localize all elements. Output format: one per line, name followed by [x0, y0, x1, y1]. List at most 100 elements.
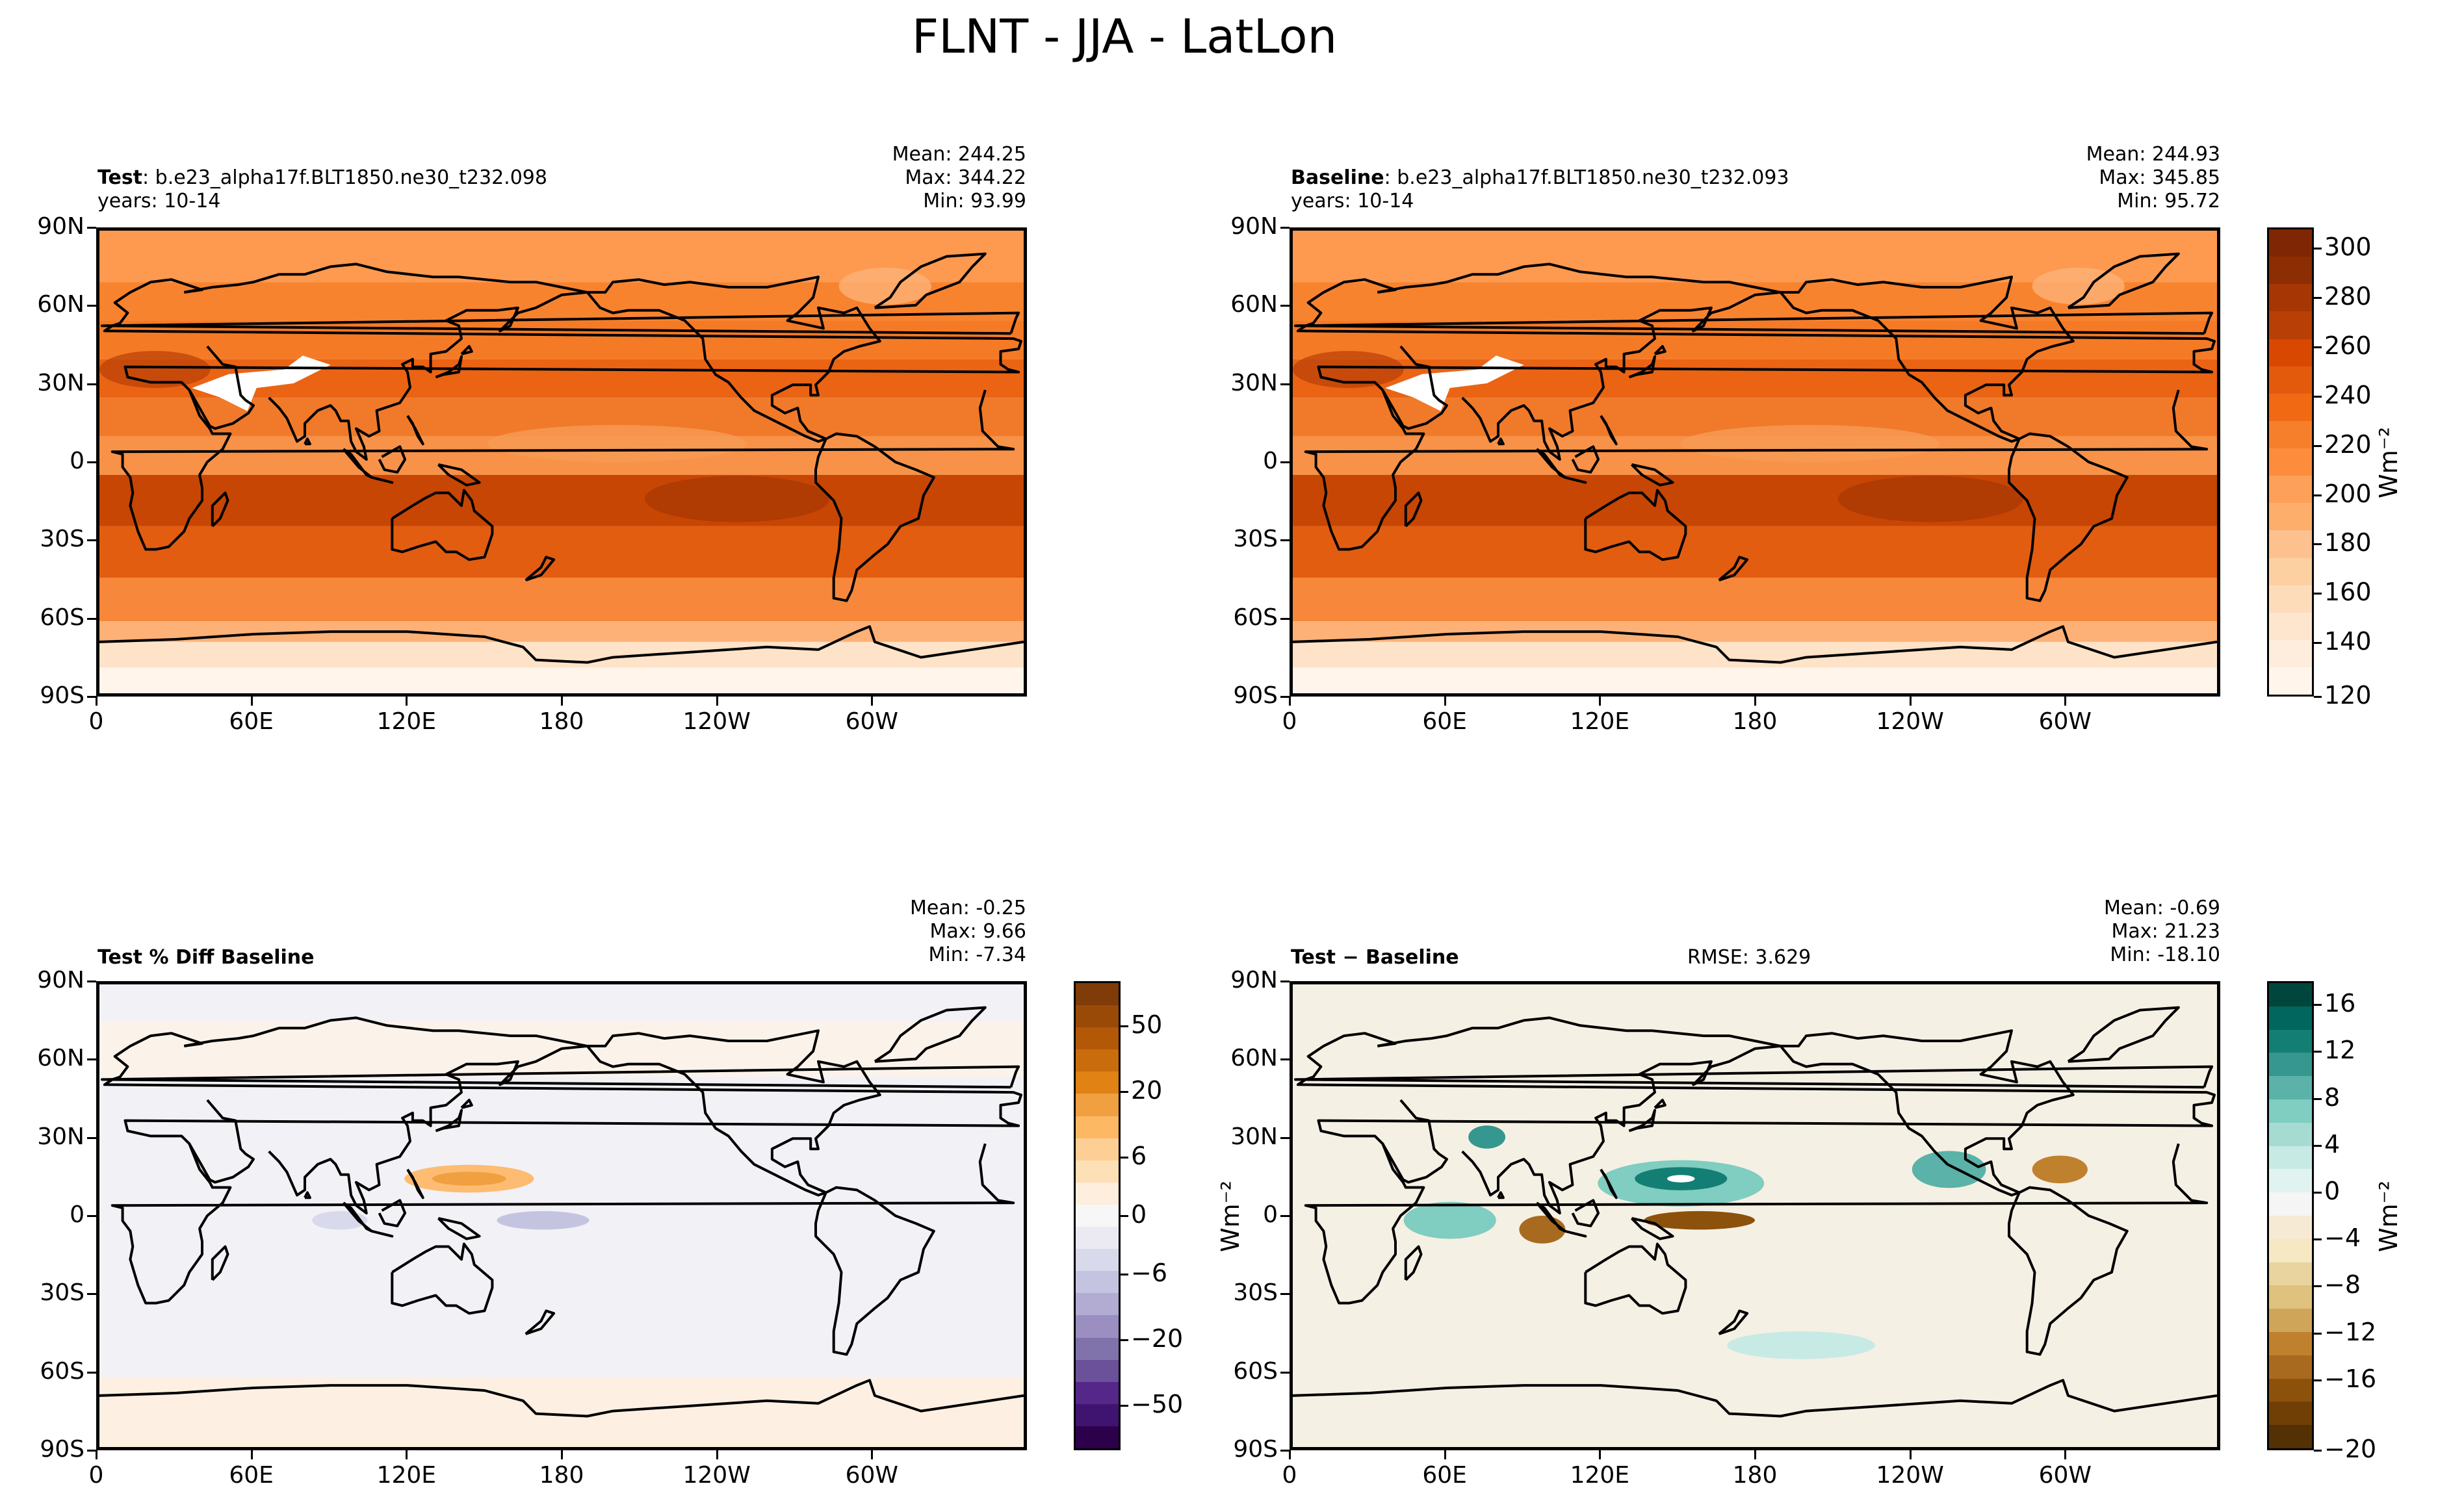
test-lat-tick-label: 60S	[40, 604, 84, 631]
pctdiff-lat-tick-label: 90N	[37, 967, 84, 993]
diff-colorbar-tick-label: 16	[2324, 989, 2356, 1018]
colorbar-swatch	[1076, 983, 1119, 1006]
baseline-lat-tick-label: 90S	[1233, 682, 1278, 709]
test-max: Max: 344.22	[905, 166, 1026, 189]
colorbar-swatch	[1076, 1293, 1119, 1316]
main-colorbar-tick-label: 120	[2324, 681, 2372, 710]
diff-lon-tickmark	[1909, 1450, 1912, 1459]
pctdiff-lat-tickmark	[87, 1371, 96, 1374]
diff-colorbar-tick-label: −16	[2324, 1364, 2377, 1393]
diff-lat-tick-label: 60N	[1230, 1045, 1278, 1072]
diff-colorbar-unit: Wm⁻²	[2374, 1181, 2403, 1252]
colorbar-swatch	[2269, 1099, 2312, 1123]
colorbar-swatch	[1076, 1315, 1119, 1338]
baseline-lat-tickmark	[1280, 383, 1290, 385]
main-colorbar-tick-label: 280	[2324, 282, 2372, 311]
colorbar-swatch	[2269, 639, 2312, 667]
colorbar-swatch	[2269, 1285, 2312, 1309]
main-colorbar-tickmark	[2314, 494, 2322, 496]
pctdiff-map	[96, 981, 1027, 1450]
test-stats: Mean: 244.25 Max: 344.22 Min: 93.99	[892, 143, 1026, 213]
baseline-lat-tickmark	[1280, 227, 1290, 229]
colorbar-swatch	[2269, 1262, 2312, 1286]
pctdiff-lat-tick-label: 60S	[40, 1357, 84, 1385]
pctdiff-max: Max: 9.66	[929, 920, 1026, 943]
colorbar-swatch	[2269, 1238, 2312, 1262]
colorbar-swatch	[2269, 1355, 2312, 1379]
colorbar-swatch	[2269, 667, 2312, 695]
main-colorbar	[2267, 227, 2314, 697]
pct-colorbar-tick-label: −20	[1131, 1324, 1184, 1353]
baseline-lat-tick-label: 30N	[1230, 369, 1278, 396]
baseline-label: Baseline: b.e23_alpha17f.BLT1850.ne30_t2…	[1291, 166, 1789, 213]
baseline-years: years: 10-14	[1291, 190, 1414, 212]
baseline-min: Min: 95.72	[2117, 190, 2220, 212]
pct-colorbar-tickmark	[1121, 1025, 1128, 1027]
colorbar-swatch	[2269, 983, 2312, 1006]
pctdiff-lon-tick-label: 180	[539, 1462, 584, 1489]
colorbar-swatch	[1076, 1271, 1119, 1294]
colorbar-swatch	[1076, 1381, 1119, 1404]
diff-lat-tickmark	[1280, 1371, 1290, 1374]
pctdiff-lon-tick-label: 60E	[229, 1462, 274, 1489]
main-colorbar-tickmark	[2314, 696, 2322, 698]
colorbar-swatch	[2269, 1425, 2312, 1448]
pctdiff-lon-tickmark	[250, 1450, 253, 1459]
colorbar-swatch	[2269, 284, 2312, 312]
colorbar-swatch	[2269, 585, 2312, 613]
pct-colorbar-tick-label: −6	[1131, 1259, 1168, 1288]
colorbar-swatch	[1076, 1227, 1119, 1249]
colorbar-swatch	[1076, 1359, 1119, 1382]
pctdiff-label-bold: Test % Diff Baseline	[97, 946, 315, 969]
baseline-lon-tick-label: 60W	[2038, 708, 2092, 735]
baseline-label-bold: Baseline	[1291, 166, 1384, 189]
baseline-lat-tickmark	[1280, 696, 1290, 698]
pctdiff-lon-tick-label: 0	[88, 1462, 104, 1489]
colorbar-swatch	[2269, 1076, 2312, 1099]
pct-colorbar-tick-label: 0	[1131, 1200, 1147, 1229]
baseline-lat-tickmark	[1280, 461, 1290, 463]
pctdiff-lat-tickmark	[87, 1136, 96, 1139]
pctdiff-lon-tickmark	[716, 1450, 718, 1459]
diff-colorbar-tickmark	[2314, 1191, 2322, 1194]
colorbar-swatch	[2269, 1006, 2312, 1030]
colorbar-swatch	[2269, 311, 2312, 339]
baseline-lon-tickmark	[1909, 697, 1912, 706]
diff-colorbar	[2267, 981, 2314, 1450]
test-lat-tick-label: 90N	[37, 213, 84, 240]
test-lat-tickmark	[87, 305, 96, 307]
diff-colorbar-tickmark	[2314, 1004, 2322, 1006]
baseline-lat-tick-label: 0	[1263, 448, 1278, 474]
test-label: Test: b.e23_alpha17f.BLT1850.ne30_t232.0…	[97, 166, 547, 213]
colorbar-swatch	[1076, 1049, 1119, 1072]
main-colorbar-tickmark	[2314, 346, 2322, 349]
colorbar-swatch	[2269, 1146, 2312, 1170]
test-mean: Mean: 244.25	[892, 143, 1026, 166]
test-lat-tickmark	[87, 383, 96, 385]
diff-label: Test − Baseline	[1291, 946, 1459, 969]
pctdiff-label: Test % Diff Baseline	[97, 946, 315, 969]
pctdiff-lat-tick-label: 30S	[40, 1279, 84, 1307]
main-colorbar-tick-label: 180	[2324, 528, 2372, 557]
test-lat-tick-label: 0	[70, 448, 84, 474]
test-lat-tickmark	[87, 461, 96, 463]
baseline-lon-tickmark	[1599, 697, 1602, 706]
pctdiff-lat-tickmark	[87, 1293, 96, 1296]
colorbar-swatch	[1076, 1116, 1119, 1138]
pct-colorbar-tickmark	[1121, 1405, 1128, 1407]
diff-map	[1290, 981, 2220, 1450]
colorbar-swatch	[1076, 1138, 1119, 1160]
baseline-lon-tickmark	[1754, 697, 1756, 706]
pctdiff-lat-tickmark	[87, 1215, 96, 1217]
test-lon-tickmark	[96, 697, 97, 706]
pctdiff-lon-tickmark	[96, 1450, 97, 1459]
colorbar-swatch	[1076, 1204, 1119, 1227]
colorbar-swatch	[2269, 1309, 2312, 1332]
test-lat-tick-label: 30S	[40, 526, 84, 553]
colorbar-swatch	[1076, 1005, 1119, 1028]
diff-lon-tick-label: 180	[1732, 1462, 1778, 1489]
diff-colorbar-tick-label: −20	[2324, 1435, 2377, 1463]
test-lat-tickmark	[87, 227, 96, 229]
pctdiff-lon-tick-label: 60W	[845, 1462, 899, 1489]
colorbar-swatch	[2269, 1122, 2312, 1146]
